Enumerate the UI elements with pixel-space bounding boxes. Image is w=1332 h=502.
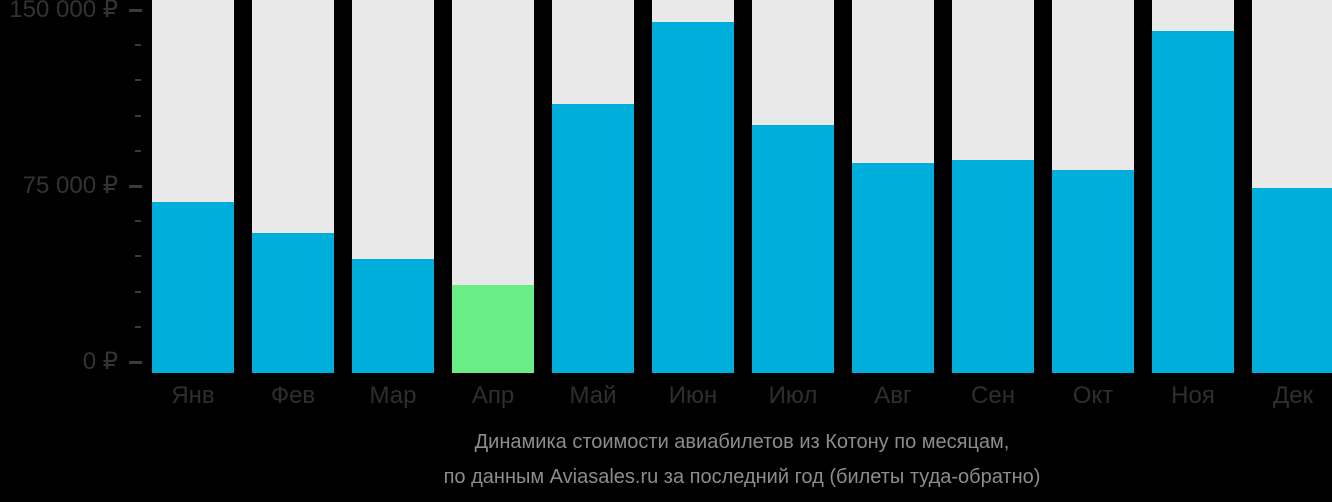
chart-caption: Динамика стоимости авиабилетов из Котону… <box>152 425 1332 495</box>
y-tick-major <box>129 9 142 12</box>
x-tick-label: Июн <box>668 382 718 409</box>
x-tick-label: Янв <box>171 382 215 409</box>
bar-value <box>652 22 734 373</box>
y-tick-minor <box>135 114 141 117</box>
caption-subtitle: по данным Aviasales.ru за последний год … <box>443 466 1041 488</box>
bar-value <box>852 163 934 373</box>
bar-value <box>752 125 834 373</box>
y-tick-minor <box>135 290 141 293</box>
bar-value <box>152 202 234 373</box>
bar-value <box>1052 170 1134 373</box>
y-tick-label: 75 000 ₽ <box>22 172 118 199</box>
bar-column <box>852 0 934 373</box>
bar-column <box>752 0 834 373</box>
bar-column <box>252 0 334 373</box>
x-tick-label: Окт <box>1072 382 1114 409</box>
x-tick-label: Мар <box>369 382 417 409</box>
bar-value <box>352 259 434 373</box>
caption-title: Динамика стоимости авиабилетов из Котону… <box>474 431 1010 453</box>
bar-column <box>1052 0 1134 373</box>
x-tick-label: Май <box>569 382 617 409</box>
y-tick-major <box>129 185 142 188</box>
x-tick-label: Июл <box>768 382 818 409</box>
x-tick-label: Фев <box>270 382 316 409</box>
bar-value <box>1152 31 1234 373</box>
y-tick-minor <box>135 220 141 223</box>
bar-column <box>452 0 534 373</box>
bar-value <box>252 233 334 373</box>
y-tick-minor <box>135 44 141 47</box>
y-tick-minor <box>135 325 141 328</box>
x-tick-label: Авг <box>874 382 912 409</box>
y-tick-minor <box>135 255 141 258</box>
bar-value-highlighted <box>452 285 534 373</box>
bar-column <box>952 0 1034 373</box>
x-tick-label: Апр <box>471 382 515 409</box>
y-tick-label: 150 000 ₽ <box>9 0 118 23</box>
bar-value <box>552 104 634 373</box>
bar-value <box>952 160 1034 373</box>
x-tick-label: Сен <box>971 382 1015 409</box>
bar-column <box>352 0 434 373</box>
bar-column <box>652 0 734 373</box>
bar-column <box>552 0 634 373</box>
bar-value <box>1252 188 1332 373</box>
x-tick-label: Ноя <box>1171 382 1215 409</box>
bar-column <box>152 0 234 373</box>
bar-column <box>1152 0 1234 373</box>
y-tick-label: 0 ₽ <box>82 348 118 375</box>
y-tick-major <box>129 361 142 364</box>
y-tick-minor <box>135 149 141 152</box>
y-tick-minor <box>135 79 141 82</box>
x-tick-label: Дек <box>1272 382 1314 409</box>
bar-column <box>1252 0 1332 373</box>
